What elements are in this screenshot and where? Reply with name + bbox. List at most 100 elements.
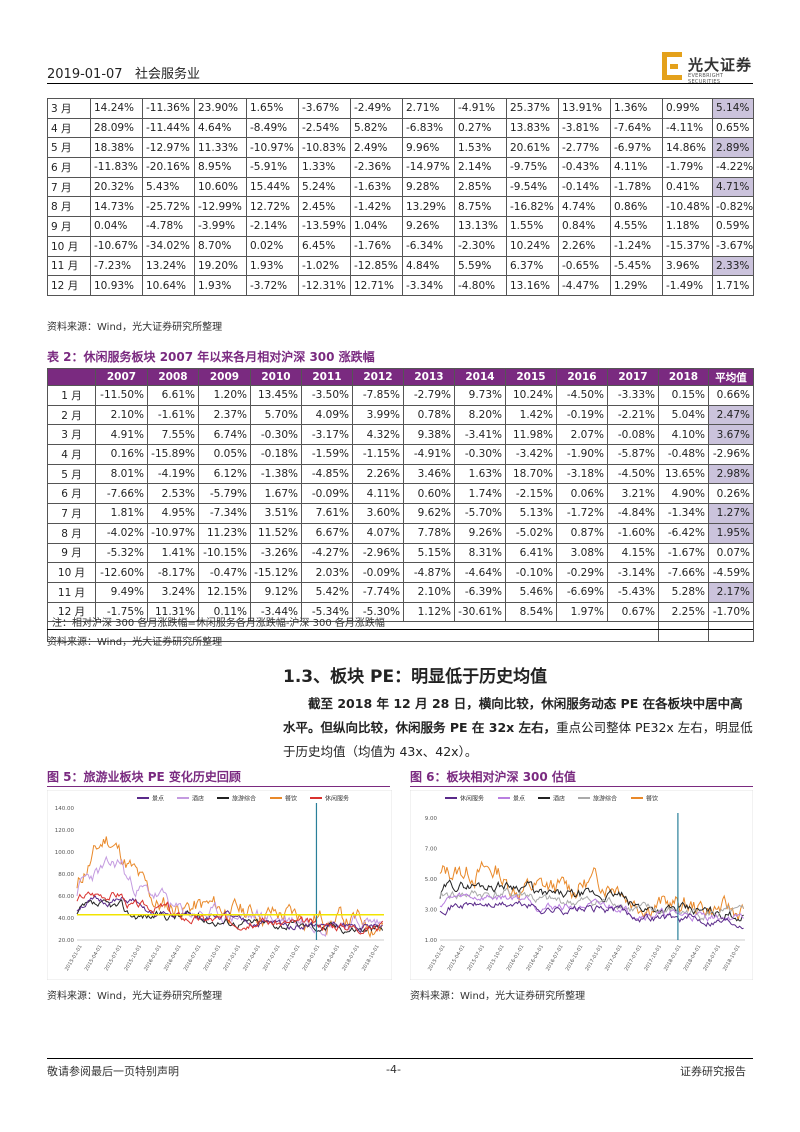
value-cell: -0.08%: [607, 424, 659, 446]
value-cell: -1.34%: [658, 503, 709, 524]
value-cell: 2.10%: [403, 581, 455, 603]
company-logo: 光大证券 EVERBRIGHT SECURITIES: [662, 52, 754, 85]
value-cell: 4.91%: [95, 424, 148, 446]
value-cell: 0.06%: [556, 483, 608, 505]
legend-label: 酒店: [553, 795, 565, 803]
value-cell: -12.85%: [350, 255, 403, 277]
value-cell: 8.95%: [194, 157, 247, 178]
month-cell: 6 月: [47, 157, 91, 178]
value-cell: -1.67%: [658, 542, 709, 564]
value-cell: 1.41%: [147, 542, 199, 564]
value-cell: -1.59%: [301, 444, 353, 465]
value-cell: -1.49%: [662, 275, 713, 296]
value-cell: 1.81%: [95, 503, 148, 524]
note-cell: [658, 621, 709, 642]
value-cell: 4.95%: [147, 503, 199, 524]
value-cell: 5.43%: [142, 176, 195, 198]
y-tick-label: 5.00: [425, 877, 438, 883]
fig6-rule: [410, 786, 753, 787]
value-cell: -3.81%: [558, 117, 611, 139]
value-cell: 13.65%: [658, 463, 709, 485]
y-tick-label: 140.00: [55, 806, 75, 812]
value-cell: -2.21%: [607, 404, 659, 426]
table-row: 9 月 0.04% -4.78% -3.99% -2.14% -13.59% 1.04% 9.…: [47, 216, 754, 237]
average-cell: 3.67%: [708, 424, 754, 446]
header-industry: 社会服务业: [134, 67, 200, 82]
note-cell: [47, 621, 659, 642]
value-cell: 7.78%: [403, 522, 455, 544]
value-cell: 6.74%: [198, 424, 251, 446]
value-cell: -3.72%: [246, 275, 299, 296]
value-cell: 5.04%: [658, 404, 709, 426]
value-cell: -3.26%: [250, 542, 302, 564]
fig5-source: 资料来源：Wind，光大证券研究所整理: [47, 991, 223, 1002]
note-cell: [708, 621, 754, 642]
month-cell: 4 月: [47, 444, 96, 465]
value-cell: 13.24%: [142, 255, 195, 277]
legend-label: 餐饮: [646, 795, 658, 803]
value-cell: -4.02%: [95, 522, 148, 544]
value-cell: -2.15%: [505, 483, 557, 505]
y-tick-label: 3.00: [425, 908, 438, 914]
value-cell: 0.16%: [95, 444, 148, 465]
table-2: 2007 2008 2009 2010 2011 2012 2013 2014 2015 2016…: [47, 368, 754, 642]
value-cell: 14.73%: [90, 196, 143, 218]
header-cell: 2016: [556, 368, 608, 386]
value-cell: 9.49%: [95, 581, 148, 603]
value-cell: -25.72%: [142, 196, 195, 218]
value-cell: 0.15%: [658, 385, 709, 406]
value-cell: -1.24%: [610, 235, 663, 257]
table-row: 1 月 -11.50% 6.61% 1.20% 13.45% -3.50% -7.85% -2…: [47, 385, 754, 406]
value-cell: 9.62%: [403, 503, 455, 524]
table-row: 6 月 -11.83% -20.16% 8.95% -5.91% 1.33% -2.36% -…: [47, 157, 754, 178]
logo-subtext: EVERBRIGHT SECURITIES: [688, 73, 724, 85]
value-cell: 6.12%: [198, 463, 251, 485]
value-cell: 2.07%: [556, 424, 608, 446]
value-cell: -1.78%: [610, 176, 663, 198]
value-cell: -3.41%: [454, 424, 506, 446]
average-cell: 0.07%: [708, 542, 754, 564]
value-cell: -5.02%: [505, 522, 557, 544]
month-cell: 11 月: [47, 581, 96, 603]
value-cell: 9.38%: [403, 424, 455, 446]
value-cell: 1.93%: [194, 275, 247, 296]
value-cell: 20.32%: [90, 176, 143, 198]
value-cell: -6.97%: [610, 137, 663, 159]
legend-label: 休闲服务: [460, 795, 484, 803]
value-cell: 4.09%: [301, 404, 353, 426]
value-cell: -0.19%: [556, 404, 608, 426]
average-cell: 0.59%: [712, 216, 754, 237]
value-cell: -7.66%: [95, 483, 148, 505]
value-cell: 6.61%: [147, 385, 199, 406]
value-cell: -11.50%: [95, 385, 148, 406]
table-row: 9 月 -5.32% 1.41% -10.15% -3.26% -4.27% -2.96% 5…: [47, 542, 754, 564]
value-cell: -5.32%: [95, 542, 148, 564]
value-cell: 11.52%: [250, 522, 302, 544]
month-cell: 3 月: [47, 424, 96, 446]
value-cell: -10.97%: [246, 137, 299, 159]
table-row: 7 月 20.32% 5.43% 10.60% 15.44% 5.24% -1.63% 9.2…: [47, 176, 754, 198]
value-cell: -13.59%: [298, 216, 351, 237]
value-cell: 3.99%: [352, 404, 404, 426]
value-cell: 13.16%: [506, 275, 559, 296]
value-cell: 3.24%: [147, 581, 199, 603]
value-cell: 2.14%: [454, 157, 507, 178]
table-row: 4 月 0.16% -15.89% 0.05% -0.18% -1.59% -1.15% -4…: [47, 444, 754, 465]
value-cell: -10.83%: [298, 137, 351, 159]
paragraph-bold-text: 截至 2018 年 12 月 28 日，横向比较，休闲服务动态 PE 在各板块中…: [283, 696, 743, 735]
header-cell: 2011: [301, 368, 353, 386]
table-row: 10 月 -10.67% -34.02% 8.70% 0.02% 6.45% -1.76% -…: [47, 235, 754, 257]
header-date-industry: 2019-01-07 社会服务业: [47, 63, 200, 82]
value-cell: 1.36%: [610, 98, 663, 119]
month-cell: 1 月: [47, 385, 96, 406]
value-cell: 6.37%: [506, 255, 559, 277]
value-cell: 4.55%: [610, 216, 663, 237]
table-row: 11 月 9.49% 3.24% 12.15% 9.12% 5.42% -7.74% 2.10…: [47, 581, 754, 603]
value-cell: -9.75%: [506, 157, 559, 178]
value-cell: -5.91%: [246, 157, 299, 178]
header-cell: 2009: [198, 368, 251, 386]
value-cell: -4.11%: [662, 117, 713, 139]
table-row: 12 月 10.93% 10.64% 1.93% -3.72% -12.31% 12.71%…: [47, 275, 754, 296]
value-cell: -10.48%: [662, 196, 713, 218]
value-cell: -15.12%: [250, 562, 302, 583]
